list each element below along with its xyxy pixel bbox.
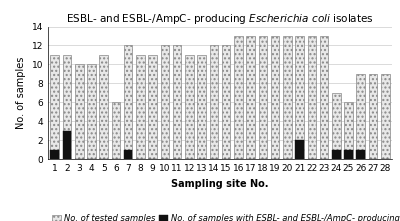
Bar [161,46,169,159]
Bar [124,150,132,159]
Bar [246,36,255,159]
Bar [197,55,206,159]
Bar [148,55,157,159]
Bar [222,46,230,159]
Y-axis label: No. of samples: No. of samples [16,57,26,129]
Bar [320,36,328,159]
Bar [356,74,365,159]
Bar [295,140,304,159]
Bar [283,36,292,159]
Bar [369,74,377,159]
Title: ESBL- and ESBL-/AmpC- producing $\it{Escherichia\ coli}$ isolates: ESBL- and ESBL-/AmpC- producing $\it{Esc… [66,12,374,26]
X-axis label: Sampling site No.: Sampling site No. [171,179,269,189]
Bar [271,36,279,159]
Bar [185,55,194,159]
Bar [136,55,145,159]
Legend: No. of tested samples, No. of samples with ESBL- and ESBL-/AmpC- producing E. co: No. of tested samples, No. of samples wi… [52,214,400,221]
Bar [173,46,182,159]
Bar [344,102,353,159]
Bar [87,64,96,159]
Bar [344,150,353,159]
Bar [75,64,84,159]
Bar [381,74,390,159]
Bar [332,93,340,159]
Bar [210,46,218,159]
Bar [234,36,243,159]
Bar [258,36,267,159]
Bar [112,102,120,159]
Bar [332,150,340,159]
Bar [63,131,71,159]
Bar [308,36,316,159]
Bar [63,55,71,159]
Bar [50,150,59,159]
Bar [50,55,59,159]
Bar [124,46,132,159]
Bar [295,36,304,159]
Bar [100,55,108,159]
Bar [356,150,365,159]
